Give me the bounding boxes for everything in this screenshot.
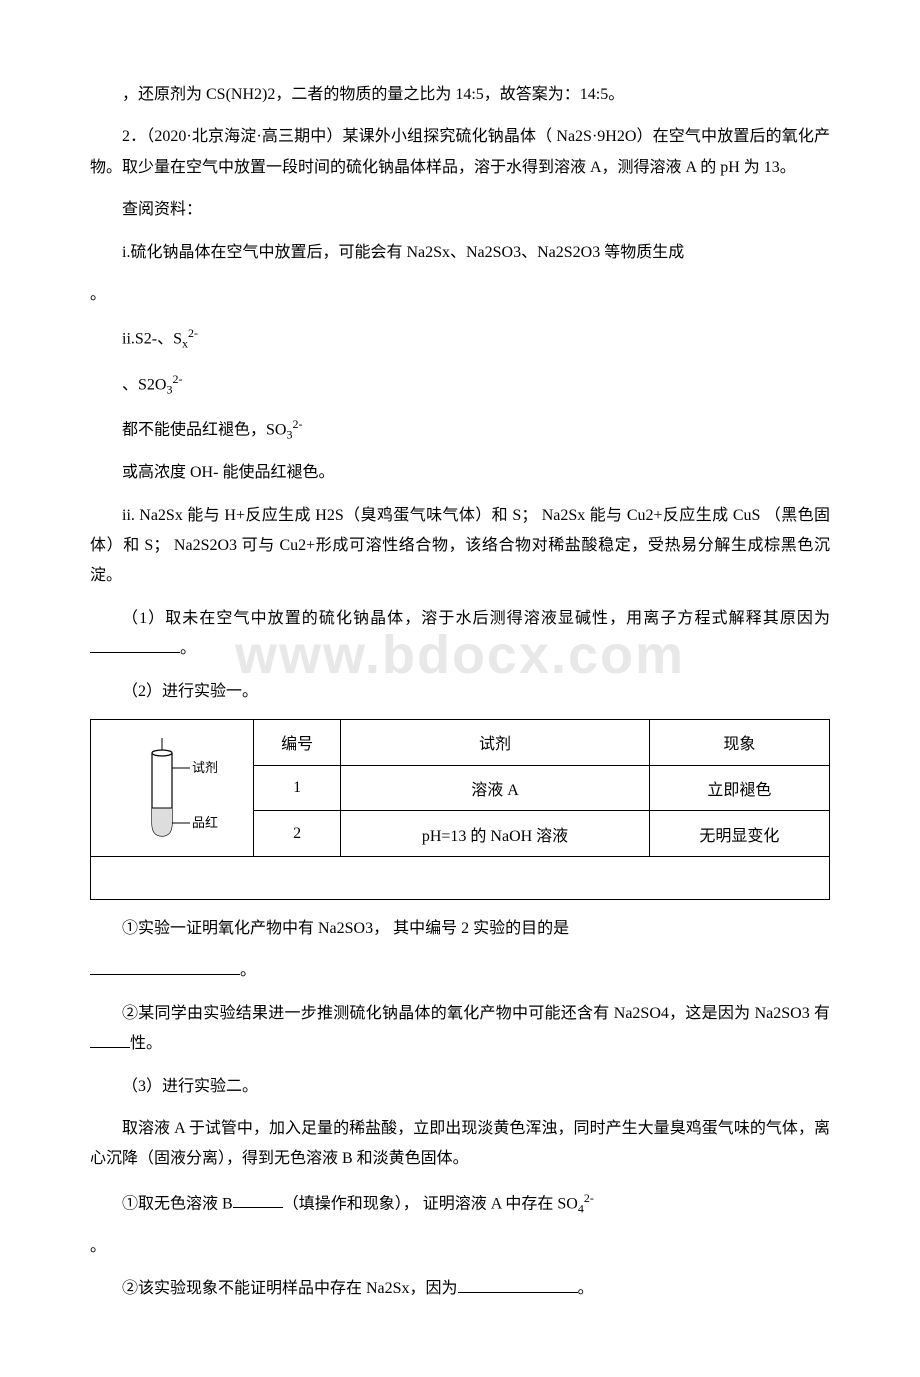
paragraph-info-i: i.硫化钠晶体在空气中放置后，可能会有 Na2Sx、Na2SO3、Na2S2O3… [90,238,830,268]
q2-sub1-period: 。 [240,962,256,979]
paragraph-q3-sub2: ②该实验现象不能证明样品中存在 Na2Sx，因为 。 [90,1274,830,1304]
sx-sup: 2- [188,326,198,340]
paragraph-q3-sub1: ①取无色溶液 B（填操作和现象）， 证明溶液 A 中存在 SO42- [90,1187,830,1220]
q2-sub2-text-b: 性。 [130,1035,162,1052]
q2-sub2-blank [90,1031,130,1048]
table-header-row: 试剂 品红 编号 试剂 现象 [91,720,830,766]
paragraph-q3-sub1-end: 。 [90,1232,830,1262]
so4-sup: 2- [584,1191,594,1205]
paragraph-q2-intro: （2）进行实验一。 [90,677,830,707]
paragraph-info-ii-line3: 都不能使品红褪色，SO32- [90,413,830,446]
paragraph-q2-sub1: ①实验一证明氧化产物中有 Na2SO3， 其中编号 2 实验的目的是 [90,914,830,944]
cell-reagent-1: 溶液 A [341,765,650,811]
paragraph-info-ii-line1: ii.S2-、Sx2- [90,322,830,355]
col-header-reagent: 试剂 [341,720,650,766]
sample-label: 品红 [192,815,218,830]
cell-num-2: 2 [254,811,341,857]
col-header-phenomenon: 现象 [649,720,829,766]
reagent-label: 试剂 [192,760,218,775]
paragraph-q3-intro: （3）进行实验二。 [90,1072,830,1102]
paragraph-answer-ratio: ，还原剂为 CS(NH2)2，二者的物质的量之比为 14:5，故答案为：14:5… [90,80,830,110]
so3-sup: 2- [292,417,302,431]
paragraph-q2-sub2: ②某同学由实验结果进一步推测硫化钠晶体的氧化产物中可能还含有 Na2SO4，这是… [90,999,830,1060]
paragraph-info-ii-line4: 或高浓度 OH- 能使品红褪色。 [90,458,830,488]
q2-sub2-text-a: ②某同学由实验结果进一步推测硫化钠晶体的氧化产物中可能还含有 Na2SO4，这是… [122,1005,830,1022]
q3-sub2-a: ②该实验现象不能证明样品中存在 Na2Sx，因为 [122,1280,458,1297]
cell-reagent-2: pH=13 的 NaOH 溶液 [341,811,650,857]
table-row-empty [91,857,830,900]
paragraph-info-i-end: 。 [90,280,830,310]
paragraph-q3-desc: 取溶液 A 于试管中，加入足量的稀盐酸，立即出现淡黄色浑浊，同时产生大量臭鸡蛋气… [90,1114,830,1175]
q3-sub1-b: （填操作和现象）， 证明溶液 A 中存在 SO [283,1195,578,1212]
paragraph-lookup-header: 查阅资料： [90,195,830,225]
empty-cell [91,857,830,900]
cell-num-1: 1 [254,765,341,811]
s2o3-prefix: 、S2O [122,376,166,393]
col-header-number: 编号 [254,720,341,766]
q1-period: 。 [180,640,196,657]
info-i-text: i.硫化钠晶体在空气中放置后，可能会有 Na2Sx、Na2SO3、Na2S2O3… [122,244,684,261]
q3-sub2-blank [458,1276,578,1293]
q2-sub1-text: ①实验一证明氧化产物中有 Na2SO3， 其中编号 2 实验的目的是 [122,920,569,937]
test-tube-icon: 试剂 品红 [112,728,232,848]
paragraph-q2-sub1-blank: 。 [90,956,830,986]
q1-text: （1）取未在空气中放置的硫化钠晶体，溶于水后测得溶液显碱性，用离子方程式解释其原… [122,610,830,627]
paragraph-info-ii-reactions: ii. Na2Sx 能与 H+反应生成 H2S（臭鸡蛋气味气体）和 S； Na2… [90,501,830,592]
q1-blank [90,636,180,653]
tube-diagram-cell: 试剂 品红 [91,720,254,857]
ii-prefix: ii.S2-、S [122,331,182,348]
cell-phenom-1: 立即褪色 [649,765,829,811]
q3-sub2-period: 。 [578,1280,594,1297]
cell-phenom-2: 无明显变化 [649,811,829,857]
paragraph-q1: （1）取未在空气中放置的硫化钠晶体，溶于水后测得溶液显碱性，用离子方程式解释其原… [90,604,830,665]
paragraph-info-ii-line2: 、S2O32- [90,368,830,401]
paragraph-question-2: 2．（2020·北京海淀·高三期中）某课外小组探究硫化钠晶体（ Na2S·9H2… [90,122,830,183]
q3-sub1-a: ①取无色溶液 B [122,1195,233,1212]
q2-sub1-blank [90,958,240,975]
q3-sub1-blank [233,1191,283,1208]
s2o3-sup: 2- [172,372,182,386]
so3-prefix: 都不能使品红褪色，SO [122,421,286,438]
experiment-table: 试剂 品红 编号 试剂 现象 1 溶液 A 立即褪色 2 pH=13 的 NaO… [90,719,830,900]
